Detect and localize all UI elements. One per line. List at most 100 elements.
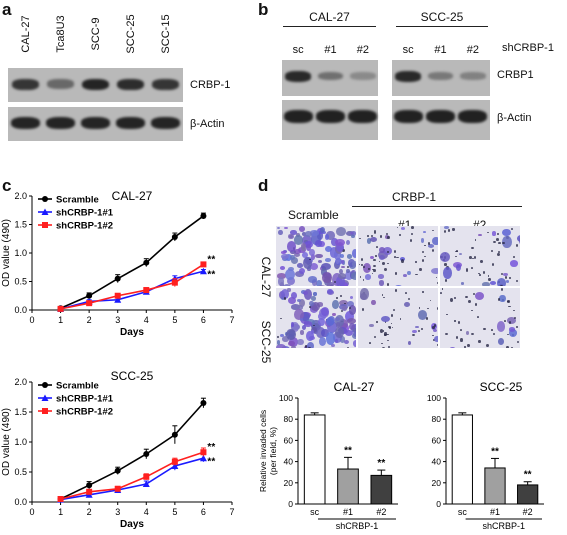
cell-mark <box>443 229 446 233</box>
cell-mark <box>276 339 281 345</box>
data-point <box>143 451 150 457</box>
cell-mark <box>460 282 464 285</box>
significance-mark: ** <box>377 458 385 469</box>
cell-mark <box>440 252 451 263</box>
cell-mark <box>293 253 300 257</box>
cell-mark <box>317 260 322 264</box>
cell-mark <box>455 263 462 271</box>
cell-mark <box>412 334 415 337</box>
data-point <box>86 488 93 495</box>
crbp1-band <box>427 72 454 81</box>
y-tick-label: 60 <box>432 435 442 445</box>
cell-mark <box>290 249 296 255</box>
cell-mark <box>290 256 299 264</box>
cell-mark <box>434 335 438 342</box>
cell-mark <box>477 233 483 237</box>
cell-mark <box>487 231 490 234</box>
cell-mark <box>318 318 325 327</box>
cell-mark <box>371 272 374 274</box>
cell-mark <box>483 327 486 330</box>
cell-mark <box>344 270 354 281</box>
significance-mark: ** <box>344 445 352 456</box>
cell-mark <box>309 249 315 257</box>
cell-mark <box>390 314 393 317</box>
cell-mark <box>283 297 287 300</box>
data-point <box>114 296 122 303</box>
actin-band <box>283 110 313 123</box>
cell-mark <box>487 275 490 277</box>
cell-mark <box>421 258 425 262</box>
cell-mark <box>381 315 391 323</box>
cell-mark <box>404 292 407 295</box>
cell-mark <box>281 336 290 342</box>
cell-mark <box>279 266 286 271</box>
y-tick-label: 0.0 <box>14 305 27 315</box>
y-tick-label: 0.5 <box>14 467 27 477</box>
cell-mark <box>382 297 385 299</box>
cell-mark <box>347 300 354 307</box>
cell-mark <box>388 325 391 329</box>
cell-mark <box>471 332 474 335</box>
crbp1-band <box>285 71 312 82</box>
cell-mark <box>352 340 356 348</box>
category-label: #2 <box>376 507 386 517</box>
cell-mark <box>332 312 336 316</box>
cell-mark <box>340 294 343 298</box>
cell-mark <box>390 322 393 325</box>
y-tick-label: 20 <box>432 478 442 488</box>
x-tick-label: 2 <box>87 507 92 517</box>
bar <box>303 414 326 505</box>
chart-title: CAL-27 <box>334 380 375 394</box>
cell-mark <box>379 255 386 261</box>
cell-mark <box>469 255 472 259</box>
legend-marker <box>42 222 48 228</box>
cell-mark <box>312 291 317 297</box>
y-tick-label: 0 <box>288 499 293 509</box>
blot-group-label: SCC-25 <box>420 10 464 24</box>
y-tick-label: 60 <box>284 435 294 445</box>
cell-mark <box>339 268 343 274</box>
data-point <box>200 449 207 456</box>
cell-mark <box>393 308 396 311</box>
cell-mark <box>497 253 501 257</box>
cell-mark <box>321 268 328 276</box>
cell-mark <box>350 271 356 280</box>
cell-mark <box>418 307 421 310</box>
cell-mark <box>324 234 330 240</box>
crbp1-band <box>12 79 39 90</box>
x-tick-label: 5 <box>172 507 177 517</box>
cell-mark <box>473 256 476 259</box>
cell-mark <box>290 322 295 328</box>
cell-mark <box>378 280 385 286</box>
legend-marker <box>41 208 49 215</box>
blot-row-label: β-Actin <box>190 118 225 130</box>
cell-mark <box>395 289 398 292</box>
cell-mark <box>304 321 313 327</box>
cell-mark <box>281 251 286 254</box>
cell-mark <box>366 235 369 237</box>
cell-mark <box>509 329 518 337</box>
cell-mark <box>296 305 304 310</box>
y-tick-label: 40 <box>432 457 442 467</box>
row-label: CAL-27 <box>259 256 273 298</box>
bar <box>370 474 393 505</box>
cell-mark <box>421 251 424 254</box>
bar <box>484 467 506 505</box>
cell-mark <box>499 294 506 303</box>
cell-mark <box>432 334 434 337</box>
cell-mark <box>351 248 356 258</box>
column-label: Scramble <box>288 208 339 222</box>
cell-mark <box>505 280 510 283</box>
panel-label-d: d <box>258 176 269 195</box>
cell-mark <box>288 296 297 305</box>
cell-mark <box>370 234 373 237</box>
cell-mark <box>294 309 304 320</box>
data-point <box>171 431 178 438</box>
cell-mark <box>302 232 307 236</box>
cell-mark <box>415 273 418 275</box>
cell-mark <box>381 346 385 348</box>
cell-mark <box>516 340 519 343</box>
cell-mark <box>307 276 318 283</box>
cell-mark <box>358 237 361 239</box>
cell-mark <box>409 239 412 242</box>
